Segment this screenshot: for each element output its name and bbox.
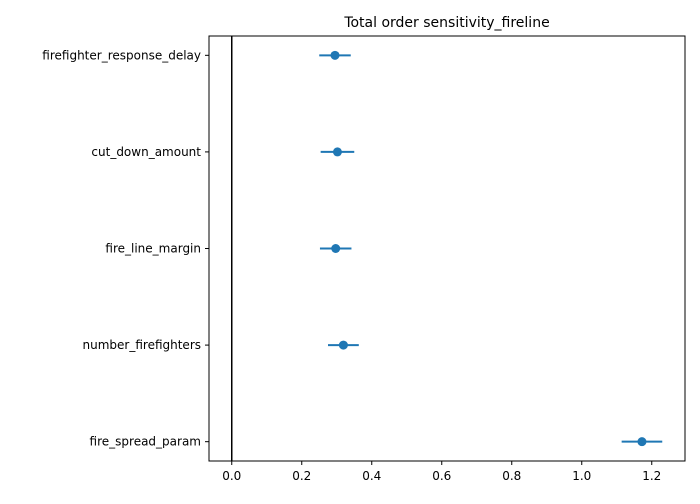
y-tick-label: fire_spread_param	[90, 435, 201, 449]
data-point	[331, 244, 341, 253]
x-tick-label: 0.4	[362, 469, 381, 483]
x-tick-label: 0.8	[502, 469, 521, 483]
y-tick-label: cut_down_amount	[91, 145, 201, 159]
y-tick-label: fire_line_margin	[105, 242, 201, 256]
y-tick-label: number_firefighters	[83, 338, 202, 352]
chart-title: Total order sensitivity_fireline	[343, 15, 549, 31]
y-tick-label: firefighter_response_delay	[42, 48, 201, 62]
x-tick-label: 0.6	[432, 469, 451, 483]
data-point	[338, 340, 348, 350]
x-tick-label: 0.2	[292, 469, 311, 483]
plot-area: 0.0 0.2 0.4 0.6 0.8 1.0 1.2 firefighter_respons…	[42, 35, 686, 483]
data-point	[332, 147, 342, 157]
x-tick-label: 1.2	[642, 469, 661, 483]
plot-frame	[208, 35, 686, 462]
x-tick-label: 1.0	[572, 469, 591, 483]
data-point	[637, 437, 647, 447]
data-point	[330, 50, 340, 60]
x-tick-label: 0.0	[222, 469, 241, 483]
